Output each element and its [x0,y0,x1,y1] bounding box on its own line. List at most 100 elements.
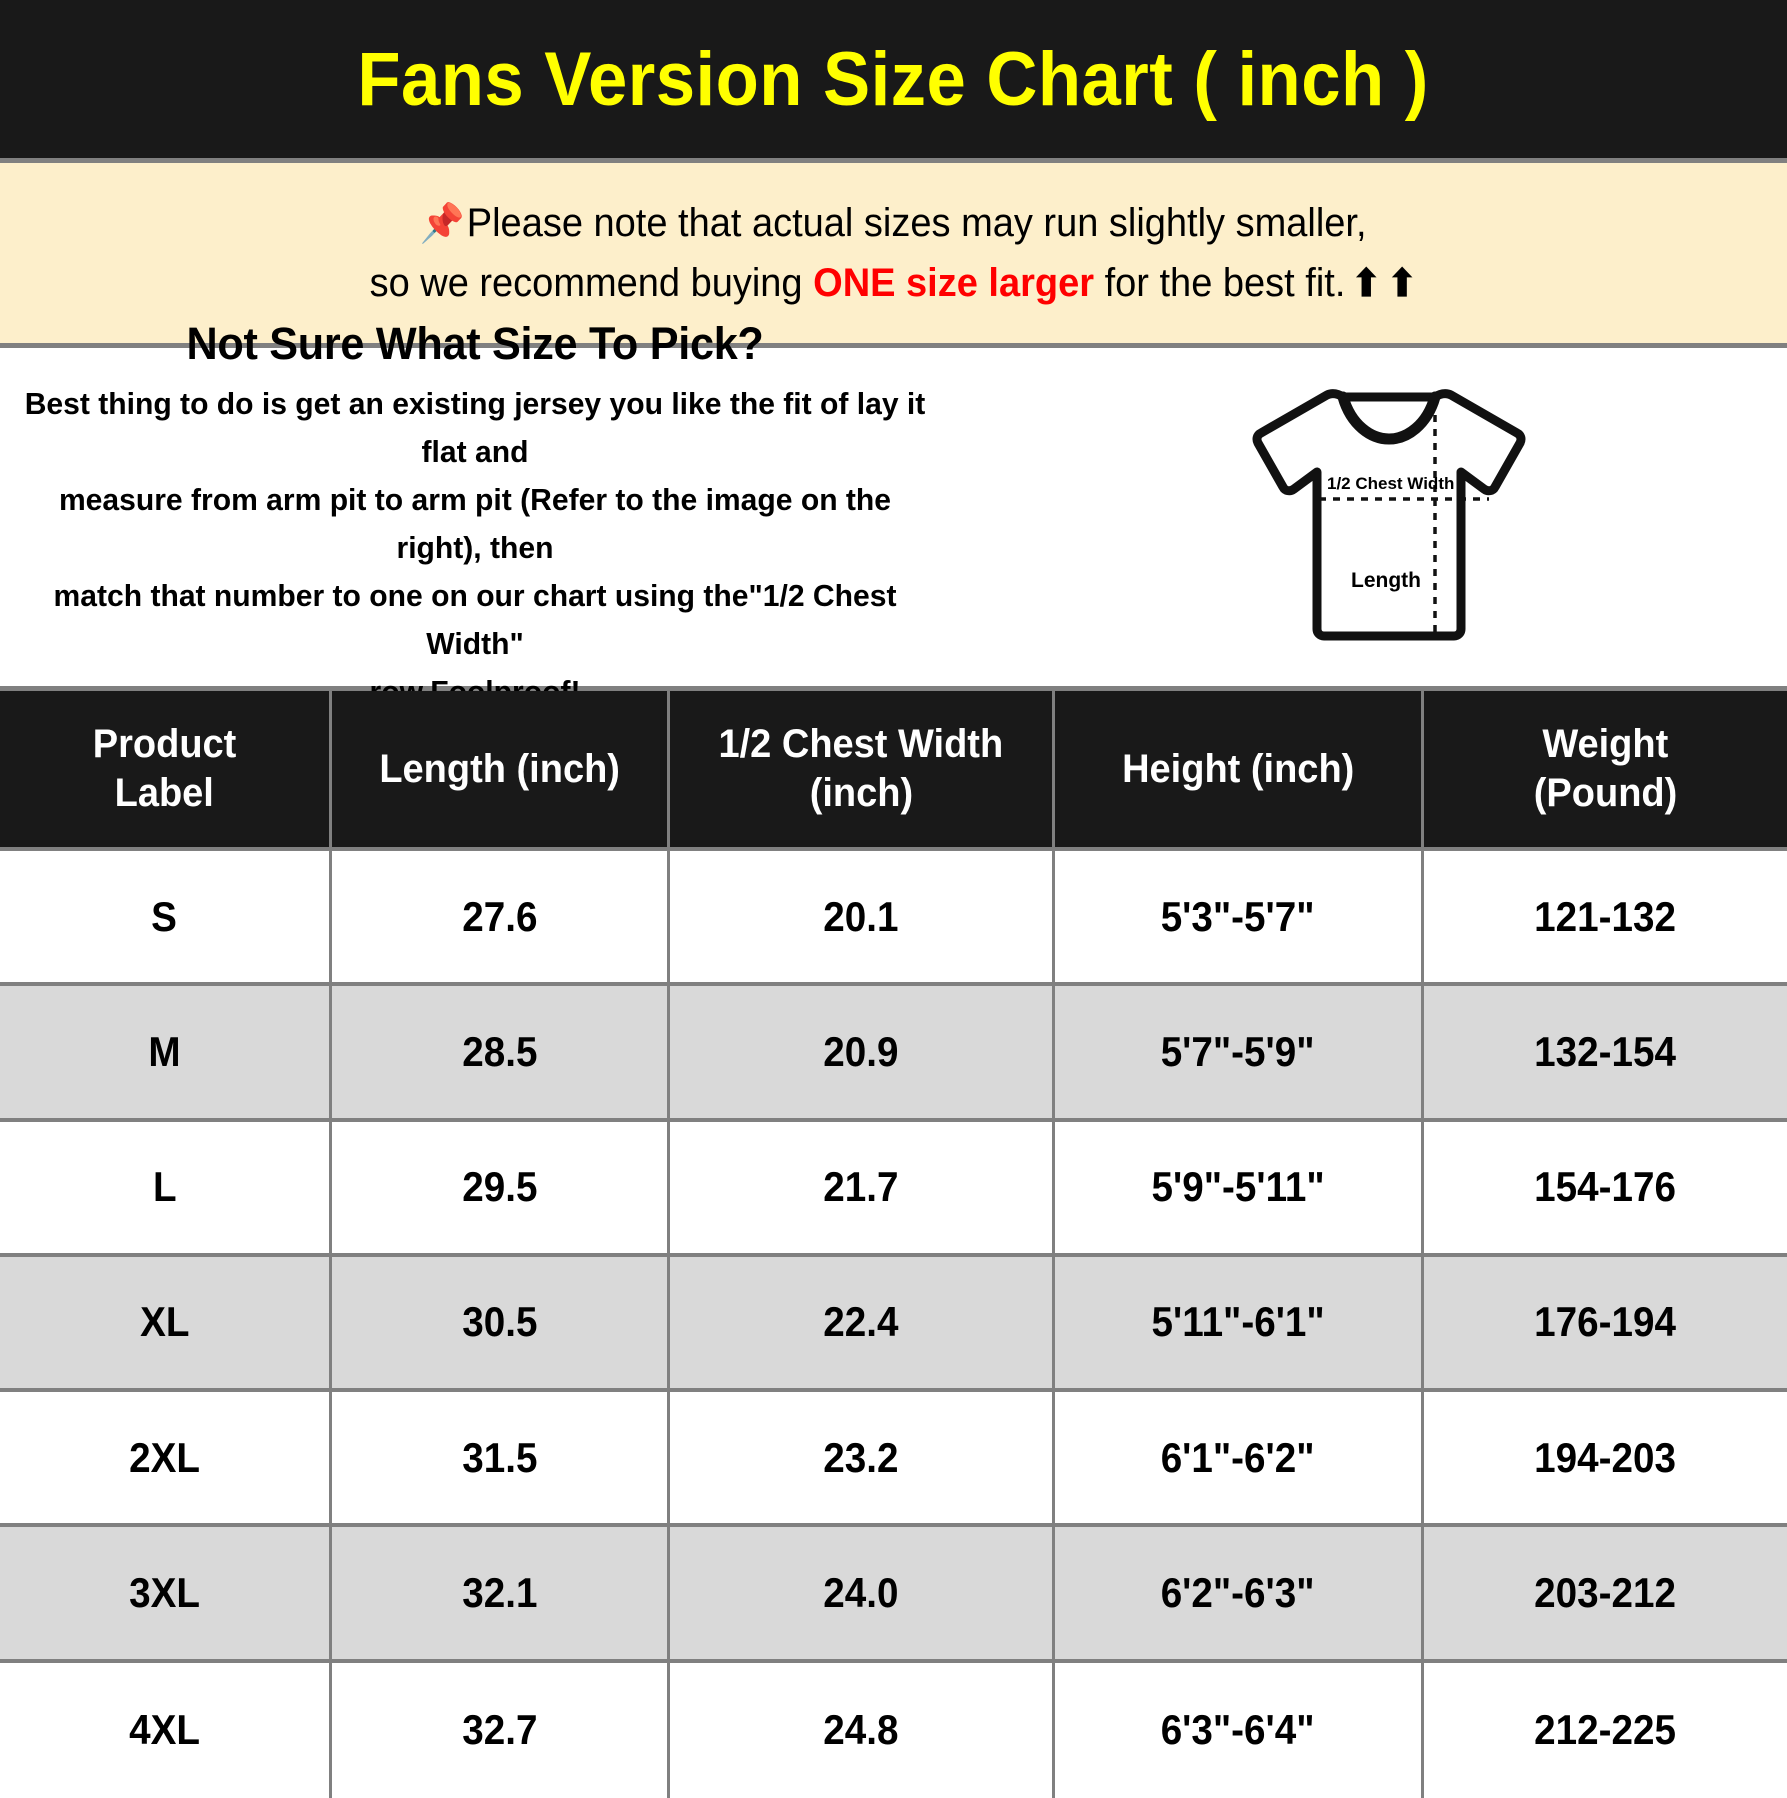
cell-length: 27.6 [332,851,670,987]
note-line-1: 📌Please note that actual sizes may run s… [420,193,1367,253]
value-product-label: S [151,892,178,940]
value-weight: 176-194 [1534,1298,1677,1346]
cell-height: 6'3"-6'4" [1055,1662,1424,1798]
cell-product-label: 3XL [0,1527,332,1663]
value-weight: 194-203 [1534,1433,1677,1481]
help-body-line-3: match that number to one on our chart us… [53,578,897,662]
cell-length: 30.5 [332,1256,670,1393]
cell-weight: 194-203 [1424,1392,1787,1528]
cell-height: 5'9"-5'11" [1055,1121,1424,1257]
cell-length: 32.1 [332,1527,670,1663]
cell-product-label: M [0,986,332,1122]
value-height: 5'3"-5'7" [1161,892,1315,940]
help-text-block: Not Sure What Size To Pick? Best thing t… [0,318,950,716]
size-table-wrap: Product Label Length (inch) 1/2 Chest Wi… [0,691,1787,1798]
table-row: 2XL 31.5 23.2 6'1"-6'2" 194-203 [0,1392,1787,1528]
cell-product-label: XL [0,1256,332,1393]
help-body-line-1: Best thing to do is get an existing jers… [24,385,926,469]
column-header-height-l1: Height (inch) [1121,746,1355,791]
cell-height: 6'1"-6'2" [1055,1392,1424,1528]
column-header-half-chest-width: 1/2 Chest Width (inch) [670,691,1055,851]
value-product-label: 2XL [129,1433,200,1481]
column-header-weight-l2: (Pound) [1533,771,1678,815]
value-half-chest: 22.4 [823,1298,899,1346]
cell-weight: 176-194 [1424,1256,1787,1393]
column-header-weight-l1: Weight [1542,722,1669,767]
column-header-weight: Weight (Pound) [1424,691,1787,851]
measuring-help-section: Not Sure What Size To Pick? Best thing t… [0,318,1787,709]
table-row: L 29.5 21.7 5'9"-5'11" 154-176 [0,1121,1787,1257]
cell-weight: 154-176 [1424,1121,1787,1257]
value-product-label: 4XL [129,1706,200,1754]
column-header-product-label: Product Label [0,691,332,851]
length-label: Length [1351,569,1421,592]
cell-half-chest: 24.8 [670,1662,1055,1798]
tshirt-icon: 1/2 Chest Width Length [1252,389,1525,641]
value-half-chest: 23.2 [823,1433,899,1481]
cell-half-chest: 22.4 [670,1256,1055,1393]
note-line-2-pre: so we recommend buying [369,261,814,305]
cell-length: 29.5 [332,1121,670,1257]
arrow-up-icon-1: ⬆ [1351,263,1382,305]
value-height: 5'9"-5'11" [1151,1163,1325,1211]
size-table-head: Product Label Length (inch) 1/2 Chest Wi… [0,691,1787,851]
column-header-height: Height (inch) [1055,691,1424,851]
value-weight: 121-132 [1534,892,1677,940]
chest-width-label: 1/2 Chest Width [1327,474,1454,493]
cell-weight: 121-132 [1424,851,1787,987]
value-length: 32.7 [461,1706,538,1754]
value-length: 31.5 [461,1433,538,1481]
cell-height: 5'11"-6'1" [1055,1256,1424,1393]
cell-half-chest: 23.2 [670,1392,1055,1528]
cell-half-chest: 24.0 [670,1527,1055,1663]
cell-product-label: 4XL [0,1662,332,1798]
value-height: 6'3"-6'4" [1161,1706,1315,1754]
value-weight: 132-154 [1534,1027,1677,1075]
page-title: Fans Version Size Chart ( inch ) [357,36,1430,122]
column-header-product-label-l2: Label [114,771,215,815]
cell-weight: 132-154 [1424,986,1787,1122]
value-product-label: M [148,1027,181,1075]
value-weight: 203-212 [1534,1569,1677,1617]
cell-weight: 212-225 [1424,1662,1787,1798]
cell-length: 31.5 [332,1392,670,1528]
cell-length: 28.5 [332,986,670,1122]
value-half-chest: 20.9 [823,1027,899,1075]
value-weight: 154-176 [1534,1163,1677,1211]
value-height: 5'7"-5'9" [1161,1027,1315,1075]
table-row: M 28.5 20.9 5'7"-5'9" 132-154 [0,986,1787,1122]
value-length: 29.5 [461,1163,538,1211]
cell-half-chest: 20.9 [670,986,1055,1122]
table-row: S 27.6 20.1 5'3"-5'7" 121-132 [0,851,1787,987]
note-line-2: so we recommend buying ONE size larger f… [370,253,1418,313]
cell-product-label: 2XL [0,1392,332,1528]
value-length: 27.6 [461,892,538,940]
cell-length: 32.7 [332,1662,670,1798]
tshirt-diagram-wrap: 1/2 Chest Width Length [950,348,1787,686]
cell-weight: 203-212 [1424,1527,1787,1663]
cell-product-label: L [0,1121,332,1257]
value-product-label: L [152,1163,177,1211]
value-height: 5'11"-6'1" [1151,1298,1325,1346]
column-header-length-l1: Length (inch) [379,746,620,791]
pushpin-icon: 📌 [420,203,466,245]
cell-height: 6'2"-6'3" [1055,1527,1424,1663]
title-banner: Fans Version Size Chart ( inch ) [0,0,1787,163]
column-header-half-chest-width-l2: (inch) [809,771,913,815]
help-heading: Not Sure What Size To Pick? [186,317,764,369]
arrow-up-icon-2: ⬆ [1387,263,1418,305]
note-banner: 📌Please note that actual sizes may run s… [0,163,1787,348]
cell-height: 5'7"-5'9" [1055,986,1424,1122]
value-length: 30.5 [461,1298,538,1346]
help-body: Best thing to do is get an existing jers… [24,380,926,716]
note-line-2-post: for the best fit. [1094,261,1346,305]
cell-product-label: S [0,851,332,987]
cell-height: 5'3"-5'7" [1055,851,1424,987]
value-product-label: XL [139,1298,190,1346]
column-header-product-label-l1: Product [92,722,237,767]
cell-half-chest: 20.1 [670,851,1055,987]
value-product-label: 3XL [129,1569,200,1617]
column-header-half-chest-width-l1: 1/2 Chest Width [718,722,1004,767]
value-length: 32.1 [461,1569,538,1617]
cell-half-chest: 21.7 [670,1121,1055,1257]
